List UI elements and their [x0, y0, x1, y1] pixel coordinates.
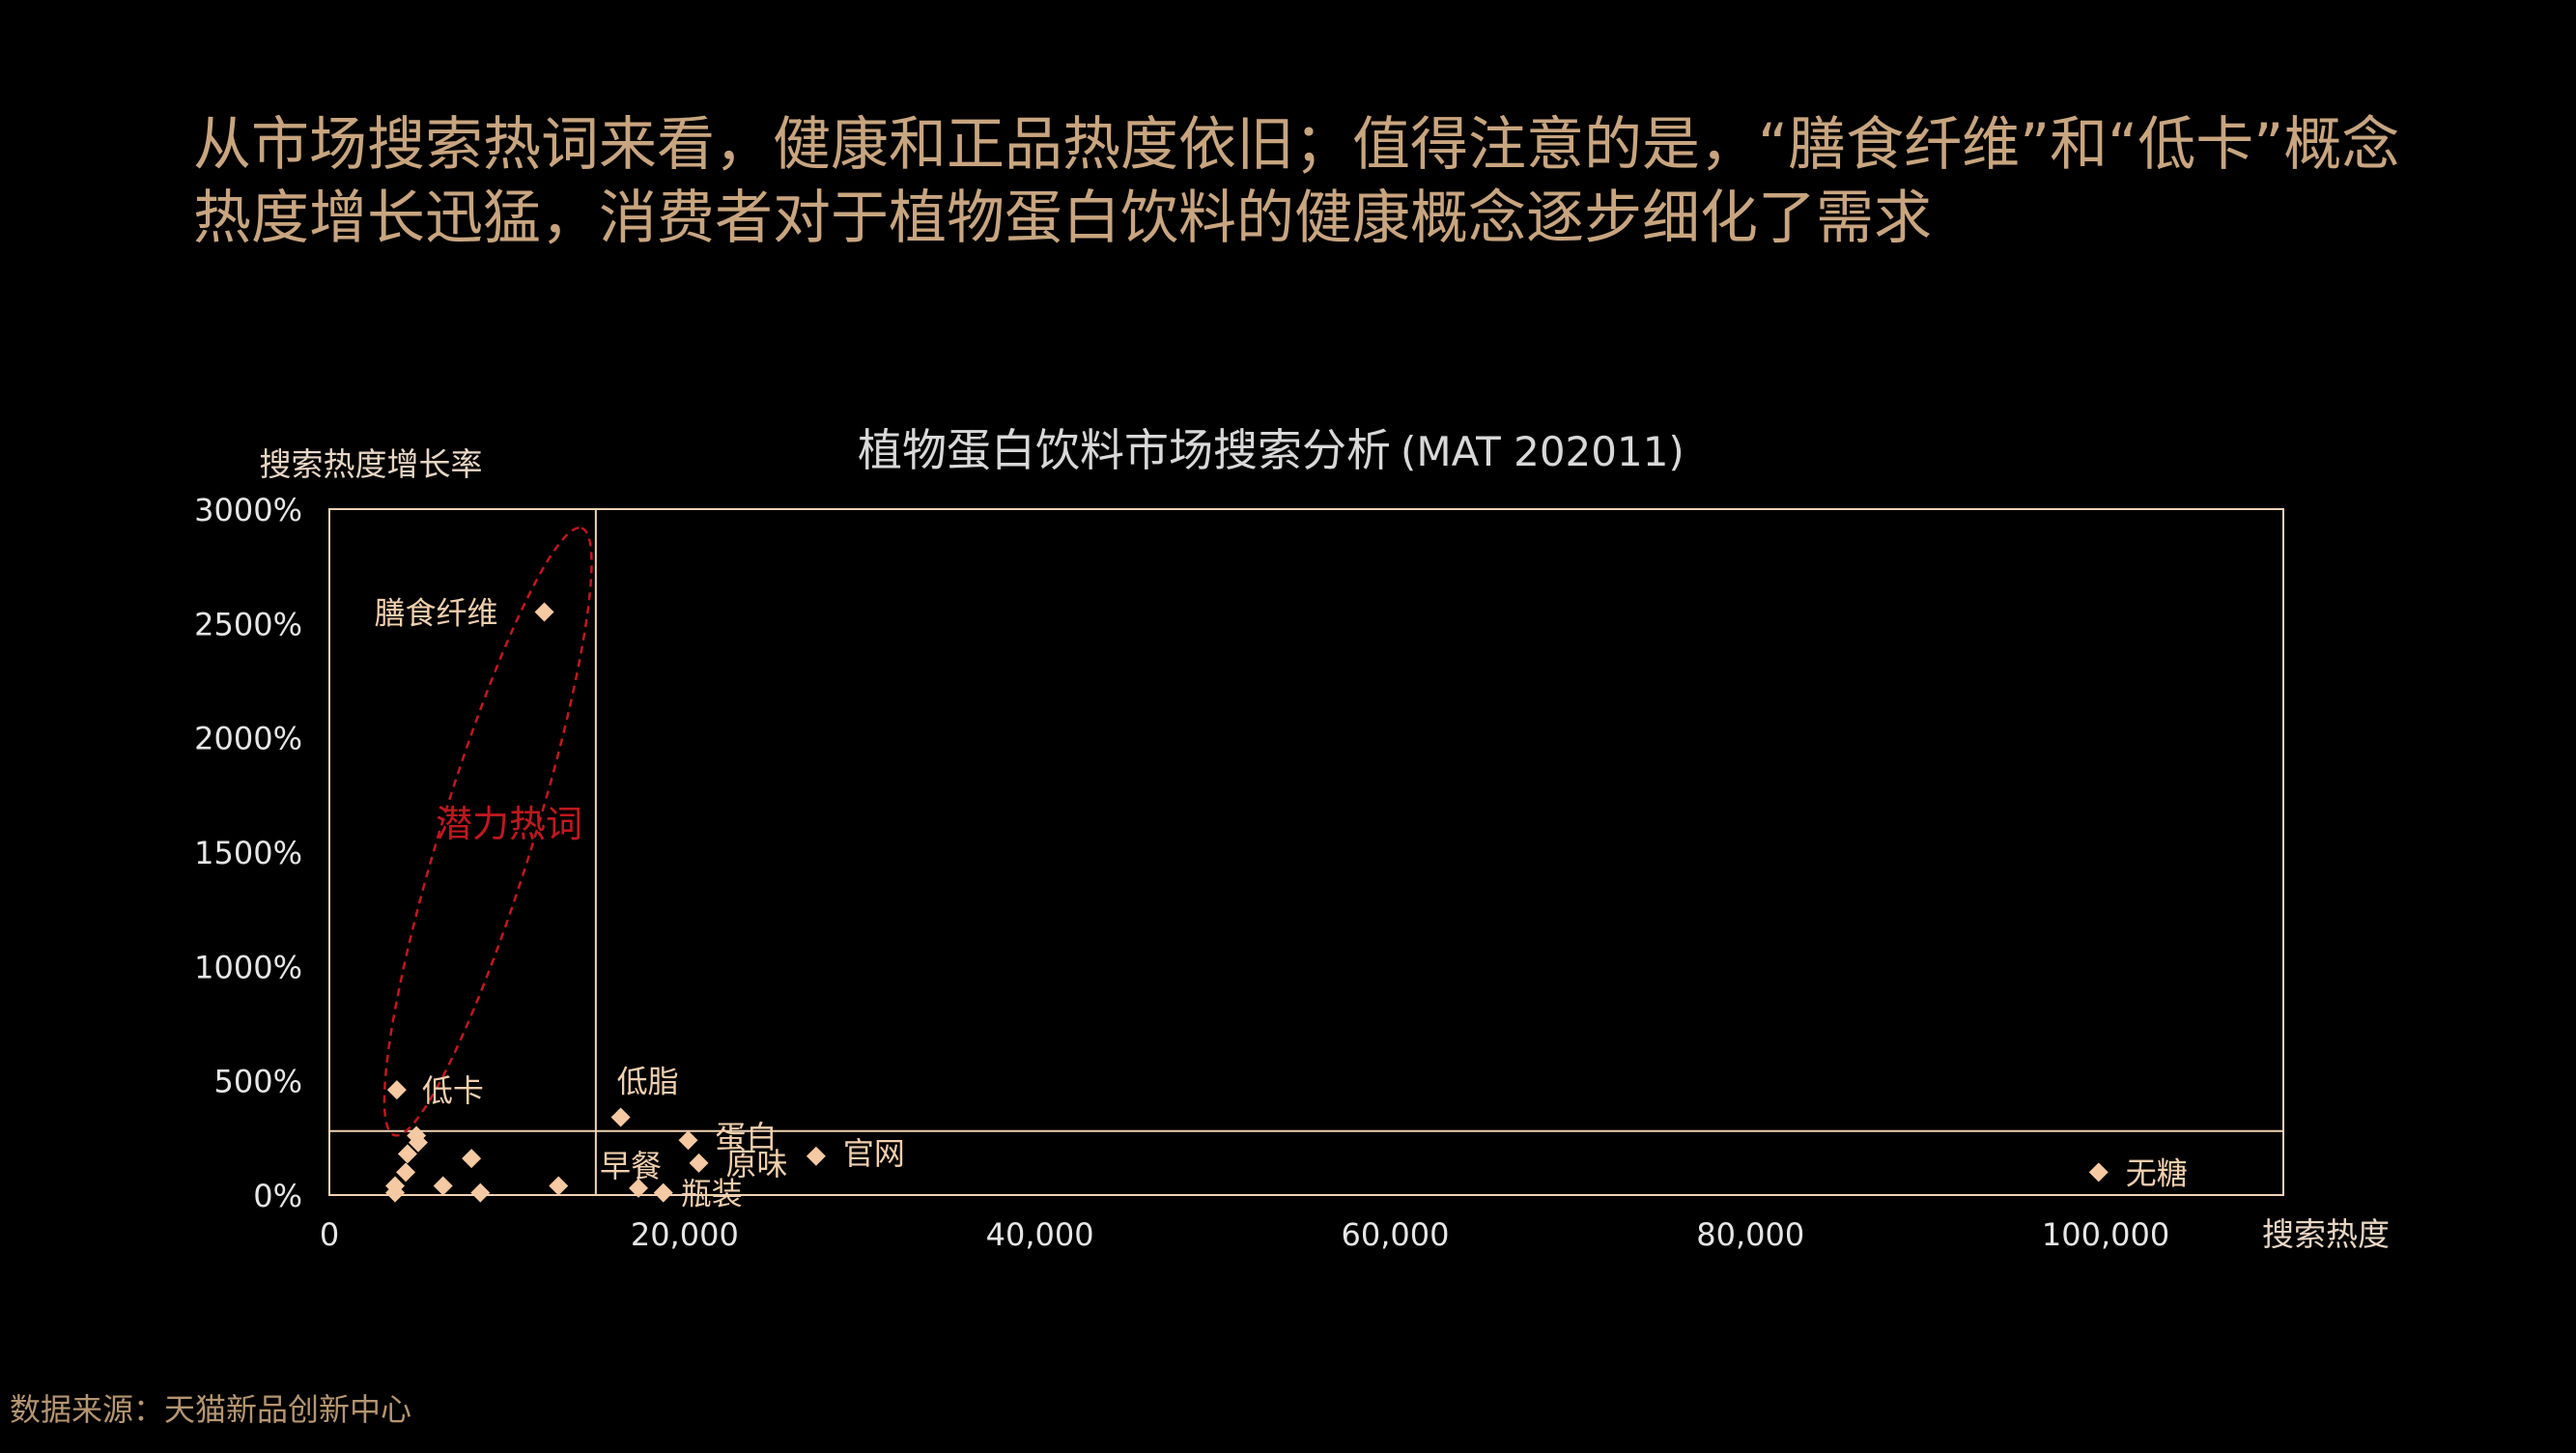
y-tick-label: 2500%	[194, 606, 302, 642]
x-tick-label: 20,000	[631, 1216, 739, 1253]
point-label: 原味	[726, 1146, 788, 1182]
highlight-ellipse	[382, 527, 593, 1137]
x-tick-label: 40,000	[986, 1216, 1094, 1253]
point-label: 膳食纤维	[375, 595, 498, 632]
point-label: 瓶装	[681, 1176, 743, 1212]
x-tick-label: 0	[320, 1216, 339, 1253]
plot-area: 0% 500% 1000% 1500% 2000% 2500% 3000% 0 20,000 40…	[194, 492, 2284, 1253]
x-tick-label: 60,000	[1341, 1216, 1449, 1253]
scatter-point	[2088, 1162, 2109, 1182]
scatter-point	[549, 1176, 569, 1196]
point-label: 官网	[843, 1135, 905, 1172]
scatter-point	[397, 1144, 417, 1164]
scatter-point	[433, 1176, 453, 1196]
y-tick-label: 1000%	[194, 949, 302, 985]
y-tick-label: 1500%	[194, 835, 302, 871]
point-label: 早餐	[600, 1148, 662, 1184]
point-label: 蛋白	[715, 1119, 777, 1155]
scatter-point	[610, 1107, 631, 1127]
y-tick-label: 0%	[253, 1178, 302, 1214]
plot-frame	[328, 508, 2284, 1196]
data-source-note: 数据来源：天猫新品创新中心	[10, 1391, 412, 1428]
chart-title: 植物蛋白饮料市场搜索分析	[858, 424, 1391, 476]
y-tick-label: 2000%	[194, 721, 302, 757]
scatter-point	[396, 1162, 416, 1182]
scatter-point	[385, 1182, 406, 1203]
chart-subtitle: (MAT 202011)	[1401, 428, 1684, 475]
y-tick-label: 3000%	[194, 492, 302, 528]
scatter-point	[470, 1182, 491, 1203]
x-axis-label: 搜索热度	[2262, 1215, 2390, 1253]
scatter-point	[386, 1080, 407, 1100]
scatter-point	[629, 1178, 649, 1198]
point-label: 低卡	[422, 1072, 484, 1109]
scatter-point	[408, 1132, 428, 1153]
point-label: 低脂	[617, 1064, 679, 1100]
y-axis-label: 搜索热度增长率	[260, 445, 483, 483]
scatter-point	[678, 1130, 698, 1151]
scatter-point	[653, 1182, 673, 1203]
point-label: 无糖	[2126, 1154, 2188, 1191]
x-tick-label: 80,000	[1696, 1216, 1804, 1253]
scatter-point	[534, 602, 554, 622]
scatter-point	[689, 1153, 709, 1173]
y-tick-label: 500%	[214, 1064, 302, 1100]
highlight-label: 潜力热词	[436, 803, 582, 845]
page-headline: 从市场搜索热词来看，健康和正品热度依旧；值得注意的是，“膳食纤维”和“低卡”概念…	[193, 111, 2400, 252]
scatter-point	[806, 1146, 826, 1166]
x-tick-label: 100,000	[2042, 1216, 2169, 1253]
scatter-point	[462, 1149, 482, 1169]
